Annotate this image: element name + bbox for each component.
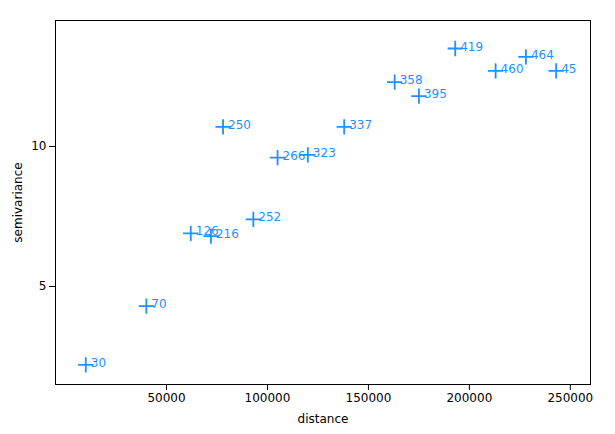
svg-text:5: 5 xyxy=(39,279,47,293)
svg-text:250: 250 xyxy=(228,118,251,132)
svg-text:419: 419 xyxy=(460,40,483,54)
svg-text:252: 252 xyxy=(258,210,281,224)
svg-text:395: 395 xyxy=(424,87,447,101)
svg-text:358: 358 xyxy=(400,73,423,87)
svg-text:266: 266 xyxy=(283,149,306,163)
svg-text:distance: distance xyxy=(298,412,349,426)
svg-text:323: 323 xyxy=(313,146,336,160)
svg-text:10: 10 xyxy=(31,139,46,153)
svg-text:30: 30 xyxy=(91,356,106,370)
svg-text:337: 337 xyxy=(349,118,372,132)
svg-text:216: 216 xyxy=(216,227,239,241)
svg-text:150000: 150000 xyxy=(346,391,392,405)
svg-text:70: 70 xyxy=(151,297,166,311)
svg-text:460: 460 xyxy=(501,62,524,76)
svg-text:464: 464 xyxy=(531,48,554,62)
svg-text:semivariance: semivariance xyxy=(11,162,25,242)
svg-text:100000: 100000 xyxy=(245,391,291,405)
svg-text:126: 126 xyxy=(195,224,219,239)
svg-text:250000: 250000 xyxy=(547,391,593,405)
svg-text:200000: 200000 xyxy=(446,391,492,405)
svg-text:45: 45 xyxy=(561,62,576,76)
svg-text:50000: 50000 xyxy=(147,391,185,405)
